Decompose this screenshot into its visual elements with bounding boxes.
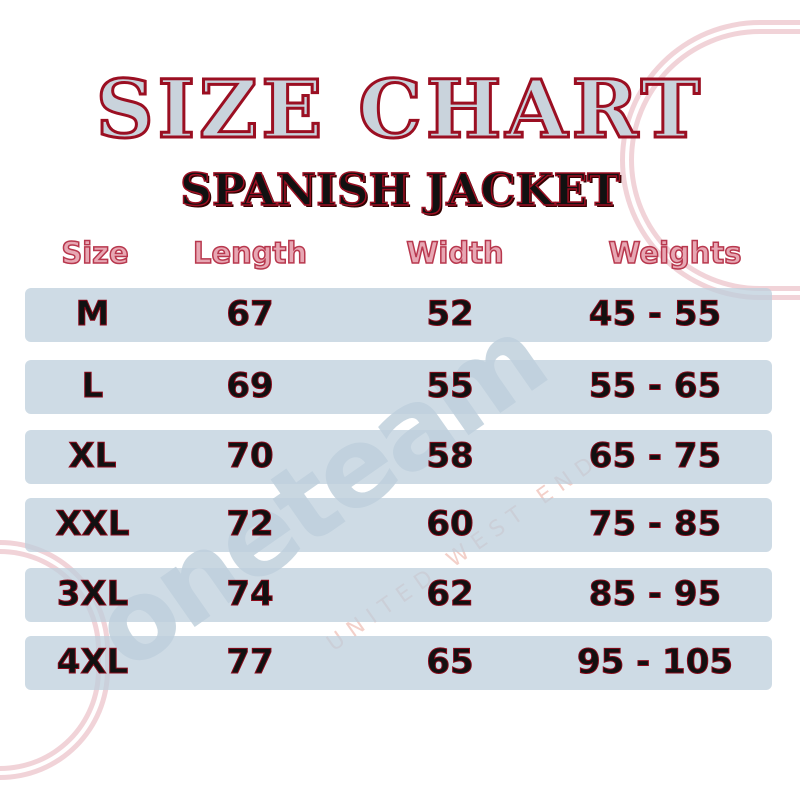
cell-weights: 55 - 65 <box>588 366 722 407</box>
table-row: L 69 55 55 - 65 <box>25 360 772 414</box>
header-weights: Weights <box>608 235 743 271</box>
cell-size: XXL <box>55 504 130 545</box>
cell-size: 3XL <box>56 574 129 615</box>
table-row: XL 70 58 65 - 75 <box>25 430 772 484</box>
cell-weights: 65 - 75 <box>588 436 722 477</box>
cell-width: 60 <box>426 504 474 545</box>
header-length: Length <box>192 235 308 271</box>
cell-weights: 85 - 95 <box>588 574 722 615</box>
cell-weights: 75 - 85 <box>588 504 722 545</box>
cell-length: 72 <box>226 504 274 545</box>
cell-width: 55 <box>426 366 474 407</box>
watermark-logo: oneteam <box>69 293 567 695</box>
cell-length: 70 <box>226 436 274 477</box>
table-row: 3XL 74 62 85 - 95 <box>25 568 772 622</box>
cell-size: L <box>81 366 104 407</box>
table-row: XXL 72 60 75 - 85 <box>25 498 772 552</box>
table-row: 4XL 77 65 95 - 105 <box>25 636 772 690</box>
cell-size: XL <box>68 436 117 477</box>
cell-weights: 45 - 55 <box>588 294 722 335</box>
cell-size: 4XL <box>56 642 129 683</box>
cell-width: 65 <box>426 642 474 683</box>
cell-width: 58 <box>426 436 474 477</box>
cell-size: M <box>75 294 110 335</box>
product-subtitle: SPANISH JACKET <box>179 164 620 217</box>
cell-length: 69 <box>226 366 274 407</box>
cell-length: 67 <box>226 294 274 335</box>
table-row: M 67 52 45 - 55 <box>25 288 772 342</box>
header-size: Size <box>61 235 130 271</box>
cell-length: 77 <box>226 642 274 683</box>
header-width: Width <box>406 235 505 271</box>
cell-width: 52 <box>426 294 474 335</box>
cell-weights: 95 - 105 <box>576 642 734 683</box>
cell-length: 74 <box>226 574 274 615</box>
page-title: SIZE CHART <box>94 61 705 158</box>
cell-width: 62 <box>426 574 474 615</box>
